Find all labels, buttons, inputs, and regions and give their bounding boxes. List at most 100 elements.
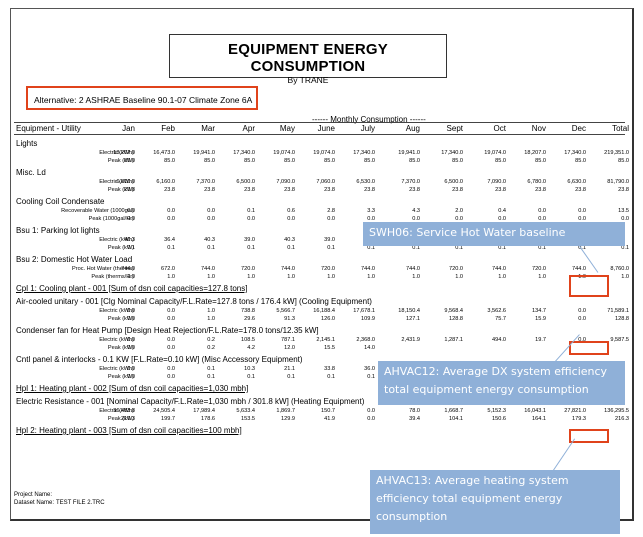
table-cell: 85.0 <box>364 158 375 164</box>
header-top-rule <box>14 122 625 123</box>
table-cell: 219,351.0 <box>604 150 629 156</box>
table-cell: 17,340.0 <box>353 150 375 156</box>
table-cell: 0.0 <box>498 216 506 222</box>
table-cell: 1.0 <box>287 274 295 280</box>
table-cell: 40.3 <box>204 237 215 243</box>
table-cell: 127.1 <box>406 316 420 322</box>
row-label: Electric (kWh) <box>99 366 134 372</box>
alternative-label: Alternative: 2 ASHRAE Baseline 90.1-07 C… <box>26 86 258 110</box>
table-cell: 4.3 <box>412 208 420 214</box>
table-cell: 23.8 <box>495 187 506 193</box>
column-header: Dec <box>571 124 586 133</box>
table-cell: 720.0 <box>241 266 255 272</box>
table-cell: 78.0 <box>409 408 420 414</box>
table-cell: 1.0 <box>412 274 420 280</box>
column-header: Jan <box>122 124 135 133</box>
column-header: Sept <box>446 124 463 133</box>
column-header: July <box>360 124 375 133</box>
table-cell: 0.0 <box>167 208 175 214</box>
table-cell: 75.7 <box>495 316 506 322</box>
table-cell: 23.8 <box>204 187 215 193</box>
table-cell: 36.0 <box>364 366 375 372</box>
table-cell: 0.0 <box>287 216 295 222</box>
row-label: Peak (kW) <box>107 374 134 380</box>
row-label: Electric (kWh) <box>99 308 134 314</box>
table-cell: 199.7 <box>161 416 175 422</box>
table-cell: 23.8 <box>409 187 420 193</box>
table-cell: 0.1 <box>327 245 335 251</box>
table-cell: 3,562.6 <box>487 308 506 314</box>
table-cell: 19.7 <box>535 337 546 343</box>
report-frame <box>10 8 634 521</box>
table-cell: 5,152.3 <box>487 408 506 414</box>
section-title: Bsu 2: Domestic Hot Water Load <box>16 255 133 264</box>
table-cell: 23.8 <box>284 187 295 193</box>
column-header: Nov <box>531 124 546 133</box>
table-cell: 9,568.4 <box>444 308 463 314</box>
table-cell: 744.0 <box>361 266 375 272</box>
table-cell: 0.0 <box>412 216 420 222</box>
table-cell: 17,340.0 <box>441 150 463 156</box>
table-cell: 19,941.0 <box>398 150 420 156</box>
table-cell: 164.1 <box>532 416 546 422</box>
table-cell: 109.9 <box>361 316 375 322</box>
table-cell: 0.0 <box>127 345 135 351</box>
table-cell: 23.8 <box>575 187 586 193</box>
table-cell: 1.0 <box>455 274 463 280</box>
table-cell: 1.0 <box>538 274 546 280</box>
table-cell: 85.0 <box>244 158 255 164</box>
table-cell: 720.0 <box>321 266 335 272</box>
table-cell: 4.2 <box>247 345 255 351</box>
table-cell: 39.0 <box>324 237 335 243</box>
table-cell: 23.8 <box>324 187 335 193</box>
table-cell: 787.1 <box>281 337 295 343</box>
table-cell: 6,630.0 <box>567 179 586 185</box>
table-cell: 0.6 <box>287 208 295 214</box>
table-cell: 744.0 <box>281 266 295 272</box>
column-header: Mar <box>201 124 215 133</box>
table-cell: 0.0 <box>127 316 135 322</box>
highlight-box-heating-total <box>569 429 609 443</box>
table-cell: 9,587.5 <box>610 337 629 343</box>
table-cell: 1.0 <box>207 274 215 280</box>
row-label: Peak (kW) <box>107 187 134 193</box>
table-cell: 12.0 <box>284 345 295 351</box>
table-cell: 1,869.7 <box>276 408 295 414</box>
column-header: June <box>317 124 335 133</box>
table-cell: 6,810.0 <box>116 179 135 185</box>
table-cell: 41.9 <box>324 416 335 422</box>
table-cell: 85.0 <box>204 158 215 164</box>
table-cell: 1.0 <box>621 274 629 280</box>
table-cell: 672.0 <box>161 266 175 272</box>
table-cell: 178.6 <box>201 416 215 422</box>
table-cell: 0.1 <box>247 374 255 380</box>
table-cell: 85.0 <box>124 158 135 164</box>
table-cell: 744.0 <box>121 266 135 272</box>
table-cell: 0.0 <box>367 416 375 422</box>
column-header: Apr <box>242 124 255 133</box>
table-cell: 16,043.1 <box>524 408 546 414</box>
table-cell: 0.0 <box>578 308 586 314</box>
table-cell: 7,370.0 <box>196 179 215 185</box>
table-cell: 2,145.1 <box>316 337 335 343</box>
table-cell: 179.3 <box>572 416 586 422</box>
table-cell: 0.1 <box>167 245 175 251</box>
table-cell: 1.0 <box>167 274 175 280</box>
section-title: Condenser fan for Heat Pump [Design Heat… <box>16 326 319 335</box>
table-cell: 19,941.0 <box>193 150 215 156</box>
table-cell: 1.0 <box>127 274 135 280</box>
dataset-name-label: Dataset Name: <box>14 500 55 506</box>
table-cell: 85.0 <box>164 158 175 164</box>
table-cell: 17,678.1 <box>353 308 375 314</box>
highlight-box-dx-total <box>569 341 609 355</box>
table-cell: 23.8 <box>164 187 175 193</box>
table-cell: 1.0 <box>207 308 215 314</box>
row-label: Electric (kWh) <box>99 408 134 414</box>
table-cell: 7,090.0 <box>276 179 295 185</box>
table-cell: 23.8 <box>364 187 375 193</box>
report-title: EQUIPMENT ENERGY CONSUMPTION <box>228 41 388 75</box>
table-cell: 0.0 <box>127 374 135 380</box>
table-cell: 39.0 <box>244 237 255 243</box>
table-cell: 0.0 <box>167 308 175 314</box>
table-cell: 19,074.0 <box>313 150 335 156</box>
